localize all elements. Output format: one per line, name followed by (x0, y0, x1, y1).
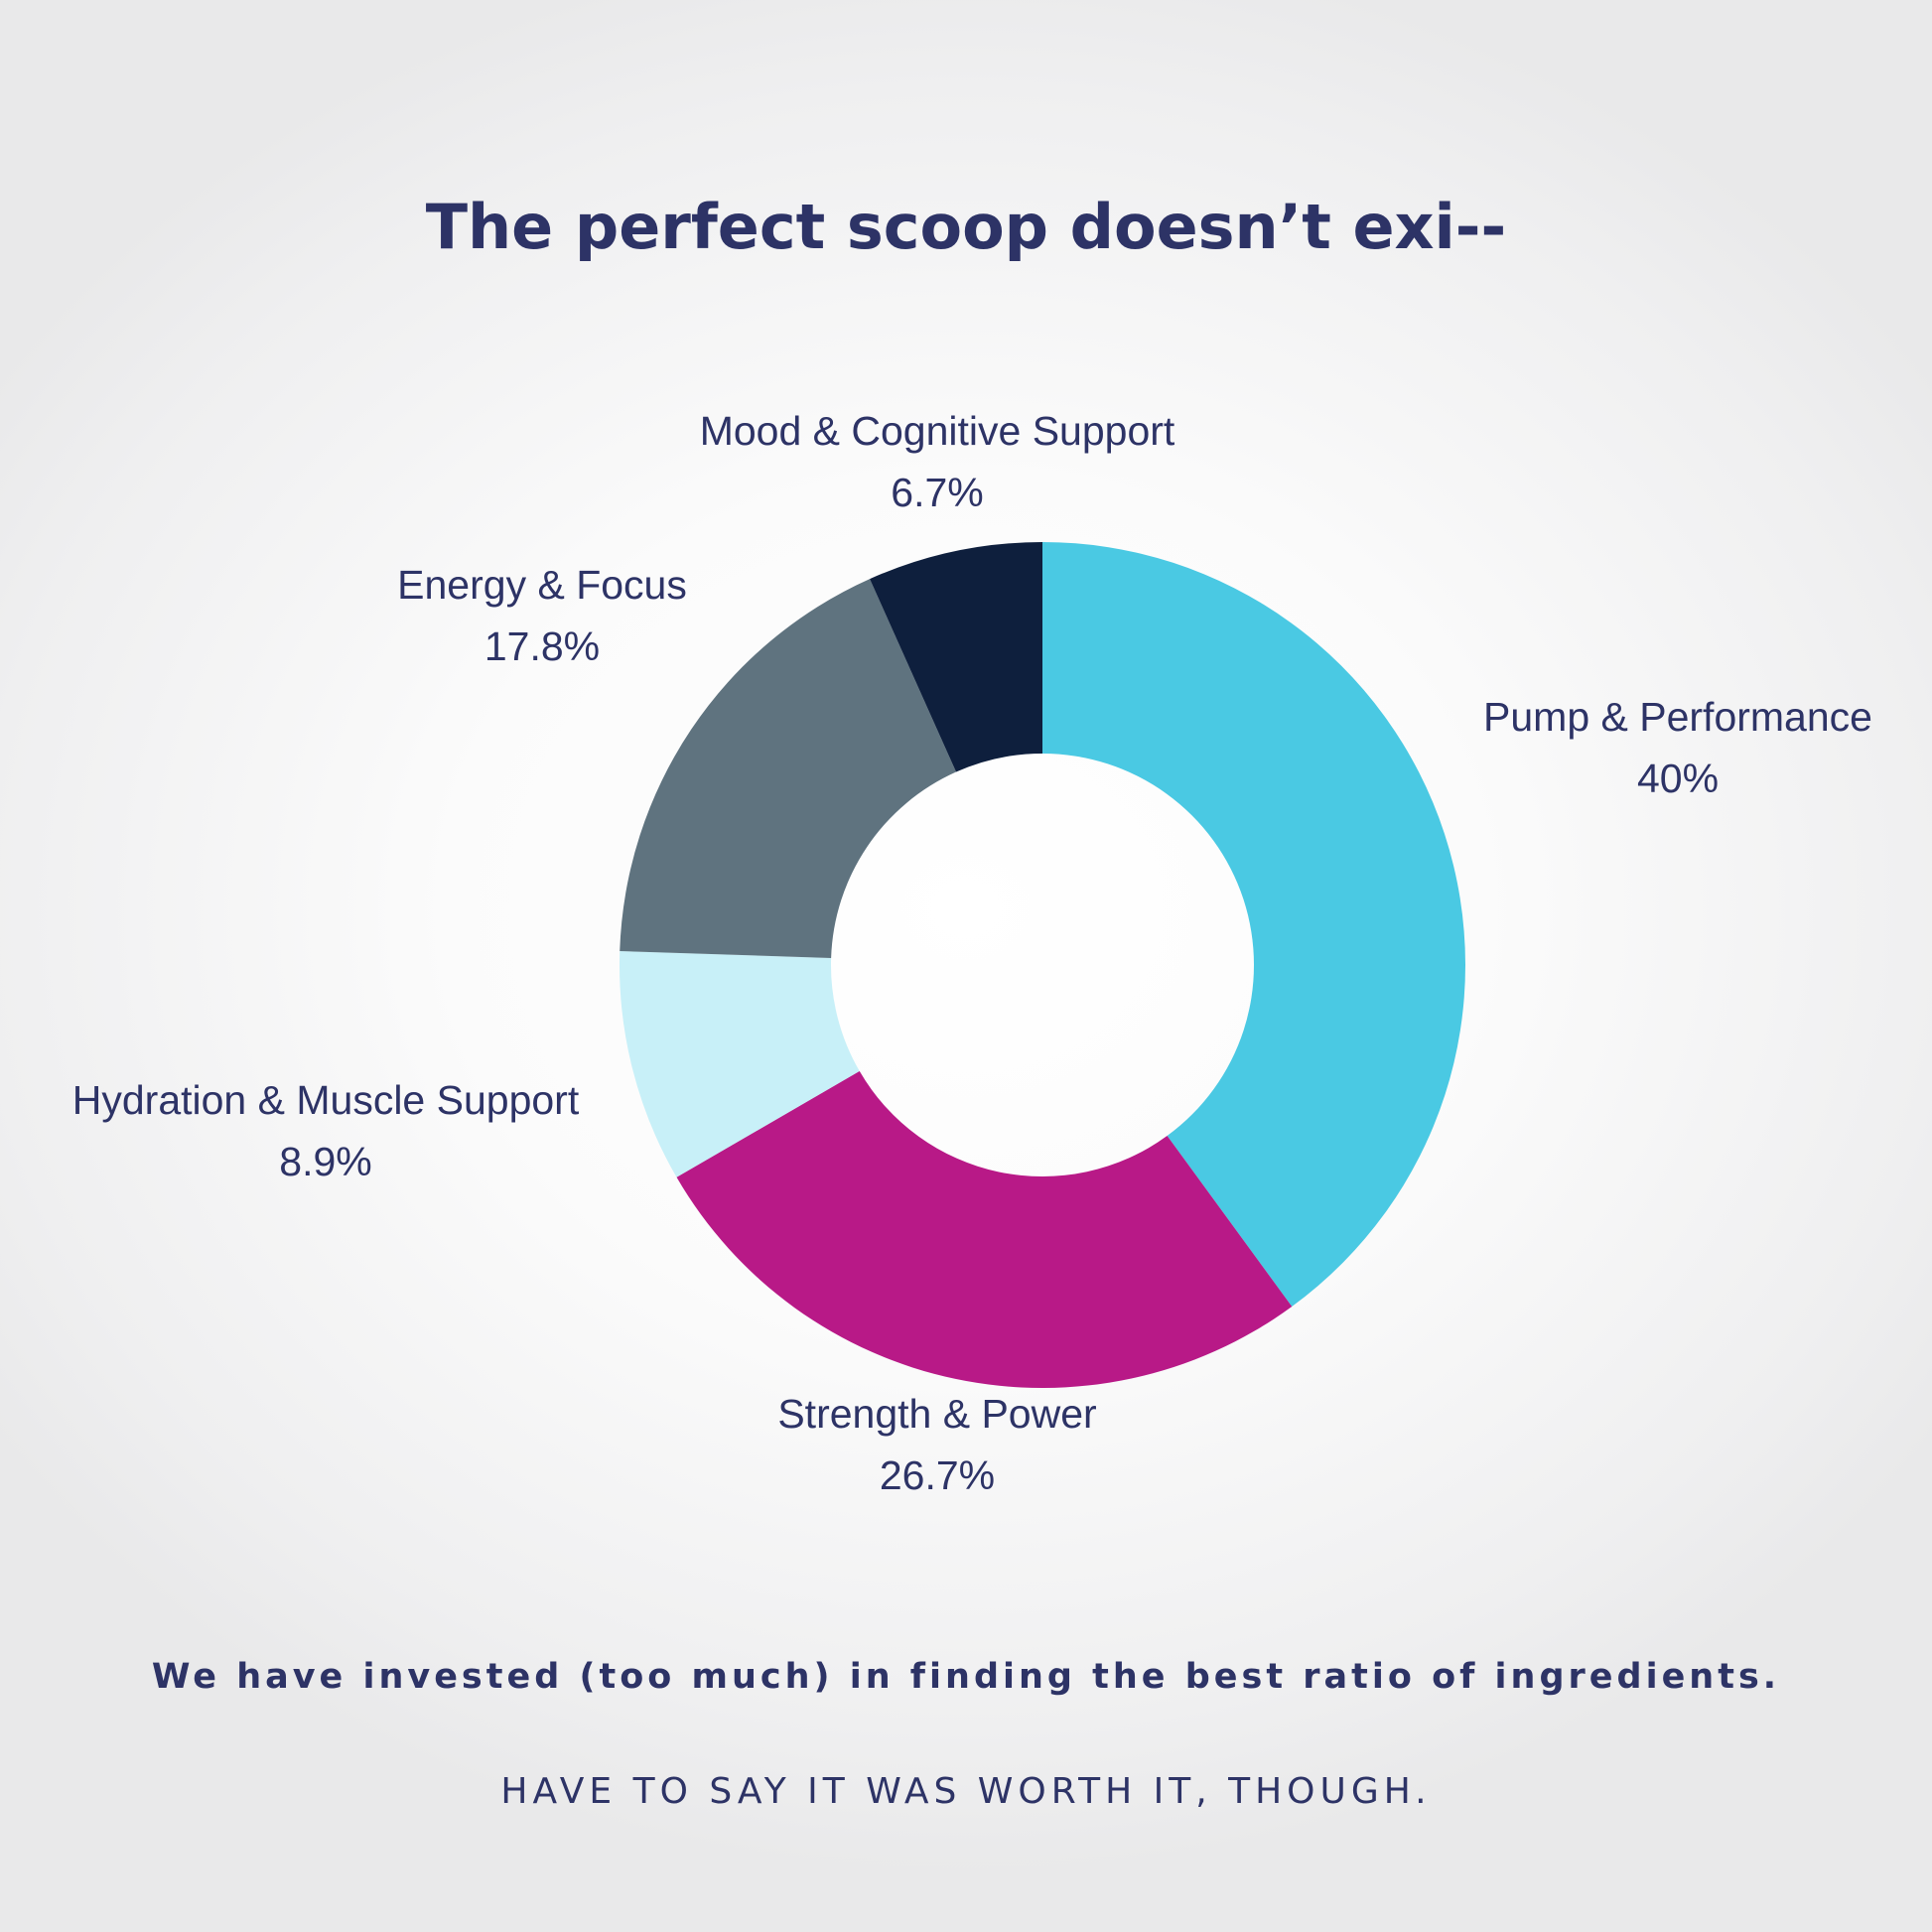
donut-slice-5 (870, 542, 1042, 772)
tagline: We have invested (too much) in finding t… (151, 1657, 1781, 1697)
slice-value-2: 26.7% (880, 1452, 995, 1498)
slice-label-3: Hydration & Muscle Support (72, 1077, 580, 1123)
slice-label-2: Strength & Power (777, 1391, 1096, 1437)
slice-value-4: 17.8% (484, 623, 600, 669)
slice-label-4: Energy & Focus (397, 562, 687, 608)
donut-slice-3 (620, 950, 860, 1177)
page-title: The perfect scoop doesn’t exi-- (425, 191, 1507, 263)
subline: HAVE TO SAY IT WAS WORTH IT, THOUGH. (500, 1771, 1432, 1812)
donut-slice-2 (676, 1070, 1293, 1388)
slice-label-1: Pump & Performance (1483, 694, 1872, 740)
donut-slice-1 (1042, 542, 1466, 1308)
chart-labels: Pump & Performance 40% Strength & Power 26.… (72, 408, 1872, 1498)
slice-value-1: 40% (1637, 756, 1719, 801)
slice-label-5: Mood & Cognitive Support (700, 408, 1175, 454)
slice-value-3: 8.9% (279, 1139, 371, 1184)
donut-slice-4 (620, 579, 957, 958)
chart-slices (620, 542, 1466, 1388)
slice-value-5: 6.7% (891, 470, 983, 515)
